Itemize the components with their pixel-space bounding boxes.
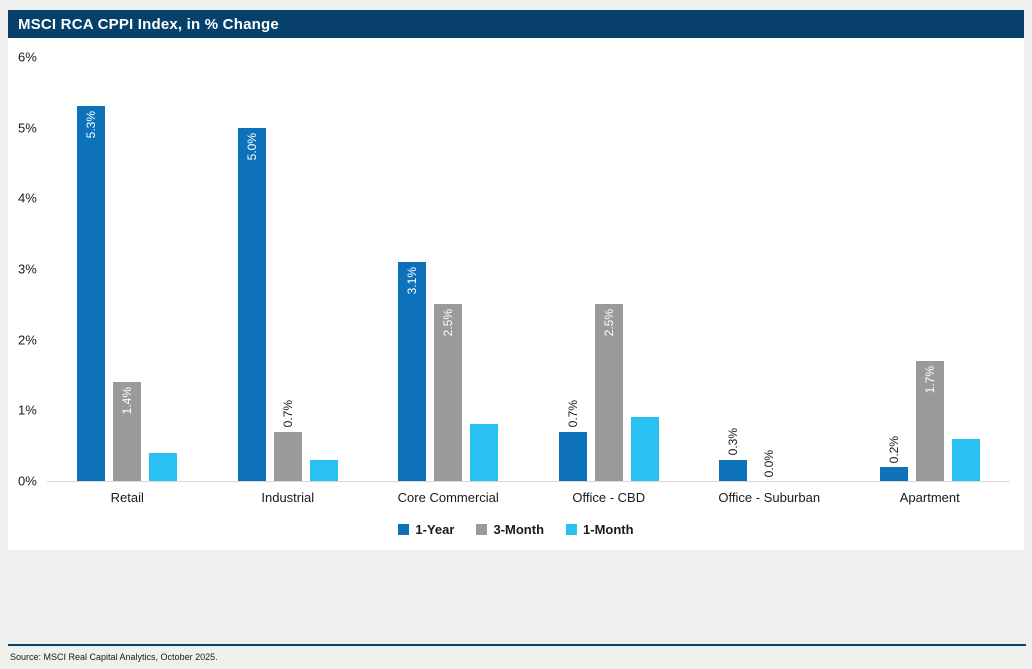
bar-data-label: 0.7% [280,400,295,428]
bar-1-month [149,452,178,481]
y-axis-tick-label: 6% [18,49,37,65]
bar-data-label: 0.2% [886,435,901,463]
bar-data-label: 1.4% [120,387,135,415]
bar-data-label: 2.5% [601,309,616,337]
bar-3-month: 1.4% [113,382,142,481]
y-axis-tick-label: 2% [18,332,37,348]
bar-group: 5.0% 0.7% [208,38,369,481]
bar-1-month [309,459,338,481]
legend-item-3-month: 3-Month [476,522,544,537]
category-label: Apartment [899,490,960,505]
bar-1-year: 0.7% [558,400,587,481]
bar-3-month: 2.5% [434,304,463,481]
bar-group: 3.1% 2.5% [368,38,529,481]
bar-1-month [630,417,659,481]
legend-item-1-month: 1-Month [566,522,634,537]
bar-3-month: 1.7% [915,360,944,481]
bar-group: 0.2% 1.7% [850,38,1011,481]
bar-data-label: 5.3% [84,111,99,139]
legend-swatch-icon [566,523,578,535]
legend-swatch-icon [398,523,410,535]
bar-data-label: 5.0% [244,132,259,161]
category-label: Office - Suburban [718,490,821,505]
bar-1-year: 5.3% [77,106,106,481]
bar-data-label: 1.7% [922,365,937,394]
bar-1-year: 5.0% [237,127,266,481]
bar-3-month: 2.5% [594,304,623,481]
bar-chart-plot: 6% 5% 4% 3% 2% 1% 0% 5.3% 1.4% Retail 5.0% 0.7% Indu… [8,38,1024,550]
bar-group: 5.3% 1.4% [47,38,208,481]
chart-title: MSCI RCA CPPI Index, in % Change [18,15,279,33]
y-axis-tick-label: 1% [18,402,37,418]
bar-1-month [951,438,980,481]
bar-1-year: 0.2% [879,436,908,481]
y-axis-tick-label: 4% [18,190,37,206]
bar-data-label: 2.5% [441,309,456,337]
x-axis-baseline [47,481,1010,482]
bar-data-label: 0.0% [762,449,777,477]
chart-title-bar: MSCI RCA CPPI Index, in % Change [8,10,1024,38]
bar-3-month: 0.7% [273,400,302,481]
source-note: Source: MSCI Real Capital Analytics, Oct… [10,652,218,662]
chart-legend: 1-Year 3-Month 1-Month [8,520,1024,538]
category-label: Office - CBD [572,490,646,505]
bar-1-year: 3.1% [398,261,427,481]
bar-group: 0.3% 0.0% [689,38,850,481]
legend-label: 1-Year [415,521,455,537]
bar-1-year: 0.3% [719,428,748,481]
y-axis-tick-label: 5% [18,120,37,136]
legend-swatch-icon [476,523,488,535]
legend-label: 3-Month [493,521,545,537]
bar-data-label: 0.3% [726,428,741,456]
category-label: Retail [110,490,144,505]
chart-panel: 6% 5% 4% 3% 2% 1% 0% 5.3% 1.4% Retail 5.0% 0.7% Indu… [8,38,1024,550]
category-label: Industrial [261,490,315,505]
footer-divider [8,644,1026,646]
bar-data-label: 0.7% [565,400,580,428]
legend-item-1-year: 1-Year [398,522,454,537]
bar-1-month [470,424,499,481]
y-axis-tick-label: 3% [18,261,37,277]
bar-group: 0.7% 2.5% [529,38,690,481]
legend-label: 1-Month [583,521,634,537]
y-axis-tick-label: 0% [18,473,37,489]
bar-data-label: 3.1% [405,266,420,295]
category-label: Core Commercial [397,490,499,505]
